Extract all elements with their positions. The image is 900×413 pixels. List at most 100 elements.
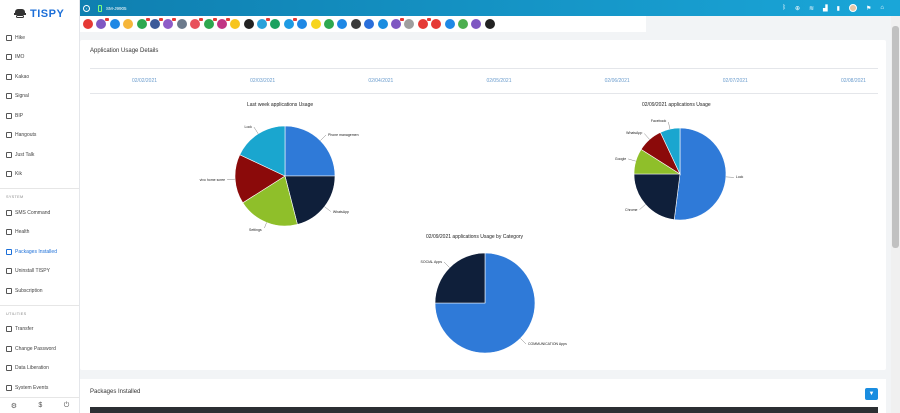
viber-icon[interactable]	[96, 18, 110, 29]
pie-chart-daily	[628, 122, 734, 221]
sidebar-item-label: SMS Command	[15, 209, 51, 216]
back-icon[interactable]: ‹	[83, 4, 90, 12]
pie-leader-line	[320, 134, 327, 141]
map-pin-icon[interactable]	[471, 19, 482, 29]
sidebar-item-system-events[interactable]: System Events	[0, 378, 79, 398]
package-icon	[6, 248, 12, 255]
chart-title-daily: 02/09/2021 applications Usage	[642, 102, 711, 108]
notification-badge	[105, 18, 110, 21]
pie-label: Chrome	[625, 207, 638, 212]
sidebar-item-label: Kakao	[15, 73, 30, 80]
date-link[interactable]: 02/03/2021	[250, 78, 276, 84]
sidebar-item-packages-installed[interactable]: Packages Installed	[0, 242, 79, 262]
phone-icon[interactable]	[431, 19, 442, 29]
imo-icon[interactable]	[297, 19, 308, 29]
dollar-icon[interactable]: $	[38, 402, 43, 409]
date-link[interactable]: 02/04/2021	[368, 78, 394, 84]
sidebar-item-subscription[interactable]: Subscription	[0, 281, 79, 301]
location-icon[interactable]: ⊕	[794, 5, 801, 12]
sidebar-item-kik[interactable]: Kik	[0, 165, 79, 185]
download-icon[interactable]	[457, 19, 468, 29]
line-icon[interactable]	[203, 18, 217, 29]
sidebar-item-signal[interactable]: Signal	[0, 87, 79, 107]
flag-icon[interactable]: ⚑	[865, 5, 872, 12]
youtube-icon[interactable]	[83, 19, 93, 29]
sidebar-item-imo[interactable]: IMO	[0, 48, 79, 68]
email-icon[interactable]	[109, 19, 120, 29]
gallery-icon[interactable]	[176, 19, 187, 29]
pie-slice[interactable]	[242, 175, 298, 227]
tiktok-icon[interactable]	[243, 19, 254, 29]
instagram-icon[interactable]	[216, 18, 230, 29]
date-link[interactable]: 02/06/2021	[604, 78, 630, 84]
battery-icon[interactable]: ▮	[836, 5, 840, 12]
pie-slice[interactable]	[673, 127, 727, 221]
power-icon[interactable]: ⏻	[63, 401, 70, 409]
sidebar-item-transfer[interactable]: Transfer	[0, 320, 79, 340]
sidebar-item-data-liberation[interactable]: Data Liberation	[0, 359, 79, 379]
sms-icon[interactable]	[417, 18, 431, 29]
date-link[interactable]: 02/07/2021	[722, 78, 748, 84]
date-link[interactable]: 02/02/2021	[132, 78, 158, 84]
pie-leader-line	[443, 261, 450, 268]
kakao-icon[interactable]	[310, 19, 321, 29]
sidebar-item-sms-command[interactable]: SMS Command	[0, 203, 79, 223]
device-name[interactable]: SM-J9905	[106, 5, 127, 11]
facebook-icon[interactable]	[149, 18, 163, 29]
messenger-icon[interactable]	[337, 19, 348, 29]
filter-button[interactable]: ▼	[865, 388, 878, 400]
settings-icon[interactable]	[404, 19, 415, 29]
sidebar-item-change-password[interactable]: Change Password	[0, 339, 79, 359]
sidebar-item-hike[interactable]: Hike	[0, 28, 79, 48]
date-link[interactable]: 02/05/2021	[486, 78, 512, 84]
sidebar-item-health[interactable]: Health	[0, 223, 79, 243]
spy-logo-icon	[14, 9, 26, 19]
pie-slice[interactable]	[633, 173, 681, 220]
pie-leader-line	[725, 176, 734, 178]
browser-icon[interactable]	[484, 19, 495, 29]
avatar[interactable]	[848, 4, 857, 12]
date-link[interactable]: 02/08/2021	[840, 78, 866, 84]
skype-icon[interactable]	[283, 18, 297, 29]
whatsapp-icon[interactable]	[136, 18, 150, 29]
duo-icon[interactable]	[377, 19, 388, 29]
sidebar-item-kakao[interactable]: Kakao	[0, 67, 79, 87]
sidebar-item-label: Change Password	[15, 345, 56, 352]
sidebar-footer: ⚙ $ ⏻	[0, 397, 80, 413]
signal-icon[interactable]: ▟	[823, 5, 828, 12]
hike-icon	[6, 34, 12, 41]
sidebar-item-bip[interactable]: BIP	[0, 106, 79, 126]
wifi-icon[interactable]: ≋	[809, 5, 815, 12]
sidebar-item-label: System Events	[15, 384, 49, 391]
pie-slice[interactable]	[434, 252, 486, 304]
pie-leader-line	[253, 126, 259, 134]
sidebar-item-hangouts[interactable]: Hangouts	[0, 126, 79, 146]
snapchat-icon[interactable]	[230, 19, 241, 29]
pie-label: Lock	[244, 125, 252, 130]
pie-slice[interactable]	[234, 154, 286, 204]
signal-icon[interactable]	[364, 19, 375, 29]
logo[interactable]: TISPY	[0, 0, 79, 28]
telegram-icon[interactable]	[257, 18, 271, 29]
notes-icon[interactable]	[123, 19, 134, 29]
calls-icon[interactable]	[444, 19, 455, 29]
scrollbar[interactable]	[891, 16, 900, 413]
sidebar-item-uninstall-tispy[interactable]: Uninstall TISPY	[0, 262, 79, 282]
pie-slice[interactable]	[284, 175, 336, 225]
sidebar-item-label: Uninstall TISPY	[15, 268, 50, 275]
viber-alt-icon[interactable]	[163, 18, 177, 29]
line-alt-icon[interactable]	[324, 19, 335, 29]
tinder-icon[interactable]	[190, 18, 204, 29]
viber-purple-icon[interactable]	[390, 18, 404, 29]
kik-icon[interactable]	[350, 19, 361, 29]
bluetooth-icon[interactable]: ᛒ	[782, 5, 786, 11]
settings-icon[interactable]: ⚙	[10, 402, 17, 410]
pie-slice[interactable]	[660, 127, 681, 175]
scrollbar-thumb[interactable]	[892, 26, 899, 248]
home-icon[interactable]: ⌂	[880, 5, 884, 11]
packages-panel: Packages Installed ▼	[80, 379, 886, 413]
top-bar-icons: ᛒ ⊕ ≋ ▟ ▮ ⚑ ⌂	[782, 0, 884, 16]
hangouts-icon[interactable]	[270, 19, 281, 29]
sidebar-item-just-talk[interactable]: Just Talk	[0, 145, 79, 165]
transfer-icon	[6, 326, 12, 333]
